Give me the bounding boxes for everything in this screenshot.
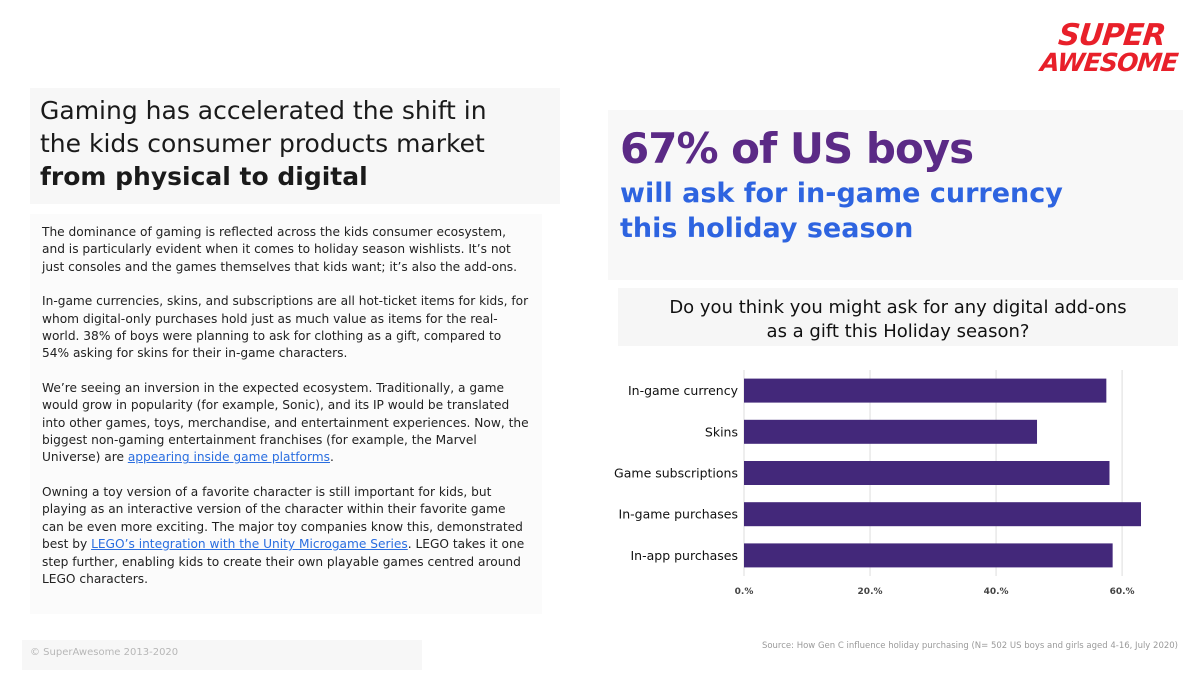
stat-big: 67% of US boys xyxy=(620,124,974,173)
category-label-3: In-game purchases xyxy=(619,507,738,522)
headline-bold: from physical to digital xyxy=(40,162,368,191)
bar-0 xyxy=(744,378,1107,403)
category-label-4: In-app purchases xyxy=(630,548,738,563)
category-label-2: Game subscriptions xyxy=(614,466,738,481)
x-tick-label-1: 20.% xyxy=(858,587,883,597)
bar-2 xyxy=(744,461,1110,485)
x-tick-label-3: 60.% xyxy=(1110,587,1135,597)
page-headline: Gaming has accelerated the shift in the … xyxy=(30,88,560,204)
chart-title: Do you think you might ask for any digit… xyxy=(618,296,1178,344)
body-text: The dominance of gaming is reflected acr… xyxy=(30,214,542,614)
paragraph-3: We’re seeing an inversion in the expecte… xyxy=(42,380,530,467)
source-note: Source: How Gen C influence holiday purc… xyxy=(761,641,1178,651)
logo-line1: SUPER xyxy=(1056,18,1167,53)
category-label-1: Skins xyxy=(705,424,738,439)
paragraph-4: Owning a toy version of a favorite chara… xyxy=(42,484,530,588)
x-tick-label-2: 40.% xyxy=(984,587,1009,597)
stat-sub-line1: will ask for in-game currency xyxy=(620,178,1063,209)
x-tick-label-0: 0.% xyxy=(735,587,754,597)
headline-line2: the kids consumer products market xyxy=(40,129,485,158)
stat-sub: will ask for in-game currency this holid… xyxy=(620,176,1063,246)
category-label-0: In-game currency xyxy=(628,383,739,398)
lego-unity-link[interactable]: LEGO’s integration with the Unity Microg… xyxy=(91,537,408,552)
bar-1 xyxy=(744,419,1038,444)
chart-title-line2: as a gift this Holiday season? xyxy=(766,321,1030,342)
paragraph-4-text: Owning a toy version of a favorite chara… xyxy=(42,484,523,552)
bar-4 xyxy=(744,543,1113,568)
chart-plot: 0.% 20.% 40.% 60.% In-game currency Skins Game… xyxy=(614,370,1141,597)
paragraph-2: In-game currencies, skins, and subscript… xyxy=(42,294,529,361)
paragraph-3-end: . xyxy=(330,450,334,465)
bar-3 xyxy=(744,502,1141,527)
stat-sub-line2: this holiday season xyxy=(620,213,914,244)
game-platforms-link[interactable]: appearing inside game platforms xyxy=(127,450,330,465)
bar-chart: Do you think you might ask for any digit… xyxy=(598,288,1180,608)
paragraph-3-text: We’re seeing an inversion in the expecte… xyxy=(42,380,529,465)
copyright: © SuperAwesome 2013-2020 xyxy=(22,640,422,670)
stat-callout: 67% of US boys will ask for in-game curr… xyxy=(608,110,1183,280)
logo-line2: AWESOME xyxy=(1038,48,1179,77)
superawesome-logo: SUPER AWESOME xyxy=(1037,18,1183,82)
headline-line1: Gaming has accelerated the shift in xyxy=(40,96,487,125)
chart-title-line1: Do you think you might ask for any digit… xyxy=(669,297,1127,318)
paragraph-1: The dominance of gaming is reflected acr… xyxy=(42,225,518,274)
paragraph-4-end: . LEGO takes it one step further, enabli… xyxy=(42,537,525,586)
chart-title-background xyxy=(618,288,1178,346)
